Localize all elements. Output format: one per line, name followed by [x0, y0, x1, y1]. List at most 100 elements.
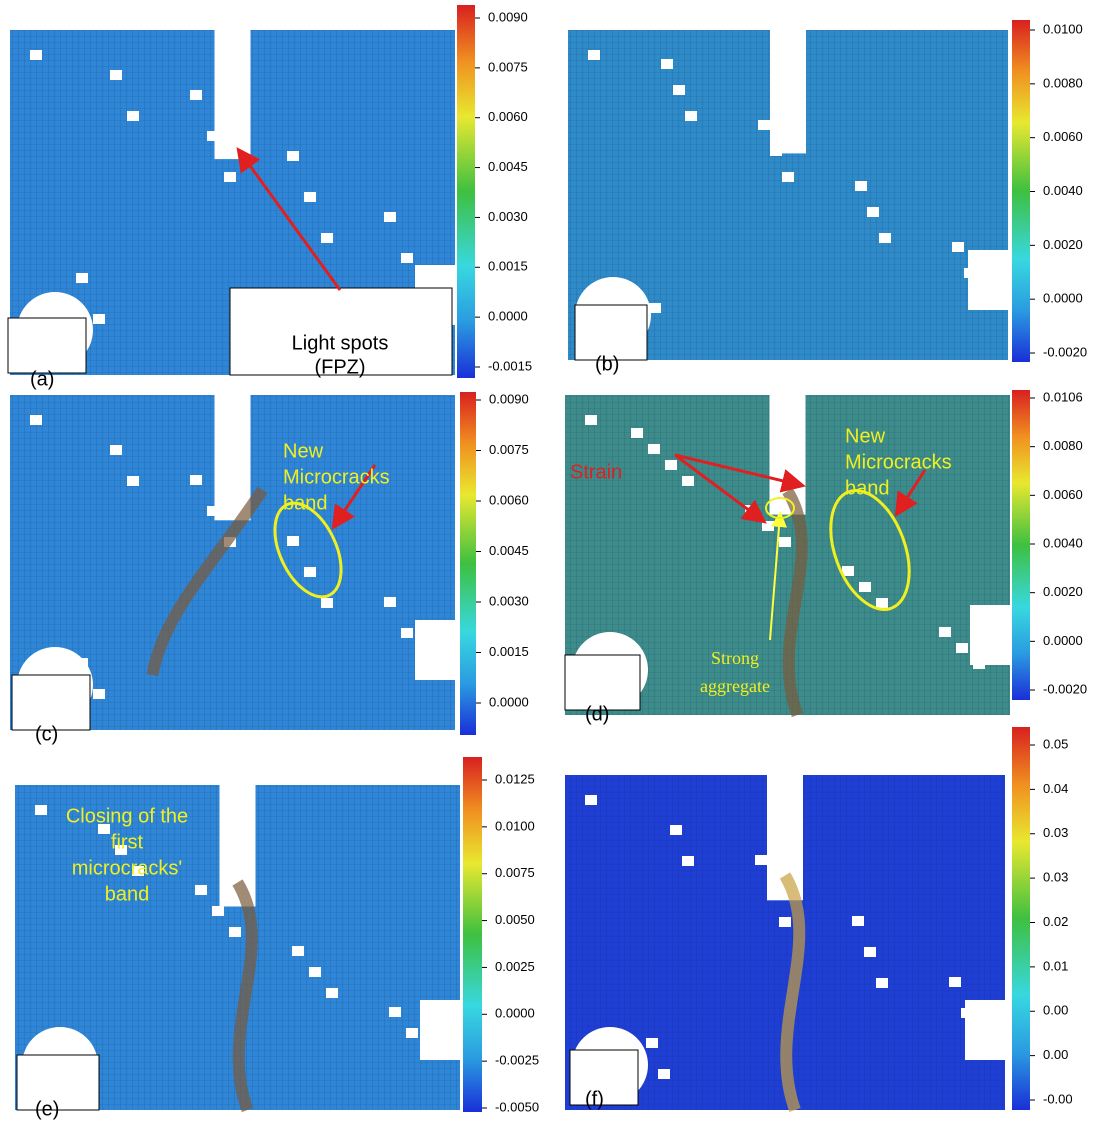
annotation: Light spots — [292, 332, 389, 354]
void — [30, 50, 42, 60]
void — [939, 627, 951, 637]
void — [292, 946, 304, 956]
void — [956, 643, 968, 653]
colorbar-tick-label: 0.0015 — [489, 644, 529, 659]
notch — [770, 28, 806, 153]
void — [190, 90, 202, 100]
colorbar-tick-label: 0.00 — [1043, 1003, 1068, 1018]
colorbar-tick-label: 0.0075 — [488, 59, 528, 74]
annotation: Microcracks — [845, 451, 952, 473]
notch — [215, 393, 251, 520]
panel: (c)0.00900.00750.00600.00450.00300.00150… — [10, 391, 529, 745]
colorbar — [1012, 727, 1030, 1110]
colorbar-tick-label: 0.0080 — [1043, 75, 1083, 90]
annotation: Microcracks — [283, 466, 390, 488]
void — [767, 886, 779, 896]
annotation: Strong — [711, 648, 759, 668]
label-box — [570, 1050, 638, 1105]
void — [384, 212, 396, 222]
void — [110, 445, 122, 455]
panel-label: (d) — [585, 703, 609, 725]
void — [229, 927, 241, 937]
void — [973, 659, 985, 669]
void — [673, 85, 685, 95]
void — [952, 242, 964, 252]
void — [423, 1049, 435, 1059]
void — [864, 947, 876, 957]
colorbar-tick-label: 0.0060 — [489, 492, 529, 507]
void — [779, 537, 791, 547]
void — [649, 303, 661, 313]
hole — [970, 605, 1012, 665]
panel-label: (f) — [585, 1088, 604, 1110]
colorbar-tick-label: 0.04 — [1043, 781, 1068, 796]
void — [76, 273, 88, 283]
colorbar-tick-label: 0.0075 — [495, 865, 535, 880]
hole — [968, 250, 1010, 310]
void — [762, 521, 774, 531]
figure: (a) 0.0090 0.0075 0.0060 0.0045 0.0030 0.0015 0… — [0, 0, 1096, 1128]
colorbar-tick-label: 0.0075 — [489, 442, 529, 457]
colorbar-tick-label: 0.0030 — [488, 209, 528, 224]
annotation: (FPZ) — [314, 356, 365, 378]
label-box — [8, 318, 86, 373]
void — [755, 855, 767, 865]
void — [758, 120, 770, 130]
void — [127, 476, 139, 486]
void — [852, 916, 864, 926]
panel-label: (e) — [35, 1098, 59, 1120]
void — [30, 415, 42, 425]
colorbar-tick-label: 0.01 — [1043, 958, 1068, 973]
colorbar-tick-label: 0.0030 — [489, 593, 529, 608]
void — [588, 50, 600, 60]
void — [682, 476, 694, 486]
void — [976, 294, 988, 304]
void — [585, 415, 597, 425]
void — [93, 689, 105, 699]
colorbar-tick-label: -0.0050 — [495, 1099, 539, 1114]
colorbar-tick-label: 0.0106 — [1043, 389, 1083, 404]
void — [648, 444, 660, 454]
colorbar-tick-label: 0.0090 — [488, 9, 528, 24]
colorbar-tick-label: 0.00 — [1043, 1047, 1068, 1062]
void — [661, 59, 673, 69]
colorbar-tick-label: 0.0000 — [1043, 633, 1083, 648]
void — [304, 192, 316, 202]
void — [195, 885, 207, 895]
colorbar — [463, 757, 482, 1112]
colorbar-tick-label: 0.0060 — [1043, 487, 1083, 502]
label-box — [565, 655, 640, 710]
void — [321, 233, 333, 243]
void — [770, 146, 782, 156]
void — [658, 1069, 670, 1079]
void — [879, 233, 891, 243]
void — [964, 268, 976, 278]
colorbar-tick-label: 0.0045 — [488, 159, 528, 174]
colorbar-tick-label: 0.0000 — [488, 309, 528, 324]
void — [304, 567, 316, 577]
colorbar-tick-label: 0.0050 — [495, 912, 535, 927]
colorbar-tick-label: 0.02 — [1043, 914, 1068, 929]
void — [384, 597, 396, 607]
label-box — [12, 675, 90, 730]
void — [76, 658, 88, 668]
void — [190, 475, 202, 485]
void — [93, 314, 105, 324]
panel-label: (a) — [30, 368, 54, 390]
colorbar-tick-label: -0.0020 — [1043, 681, 1087, 696]
annotation: Strain — [570, 461, 622, 483]
colorbar — [1012, 390, 1030, 700]
colorbar-tick-label: 0.0040 — [1043, 535, 1083, 550]
colorbar-tick-label: 0.0040 — [1043, 183, 1083, 198]
colorbar — [460, 392, 476, 735]
colorbar-tick-label: 0.0020 — [1043, 584, 1083, 599]
notch — [215, 28, 251, 159]
colorbar-tick-label: 0.0000 — [1043, 291, 1083, 306]
void — [287, 536, 299, 546]
void — [401, 628, 413, 638]
annotation: first — [111, 831, 144, 853]
void — [309, 967, 321, 977]
colorbar-tick-label: 0.05 — [1043, 736, 1068, 751]
void — [401, 253, 413, 263]
panel: (d)0.01060.00800.00600.00400.00200.0000-… — [565, 389, 1087, 725]
